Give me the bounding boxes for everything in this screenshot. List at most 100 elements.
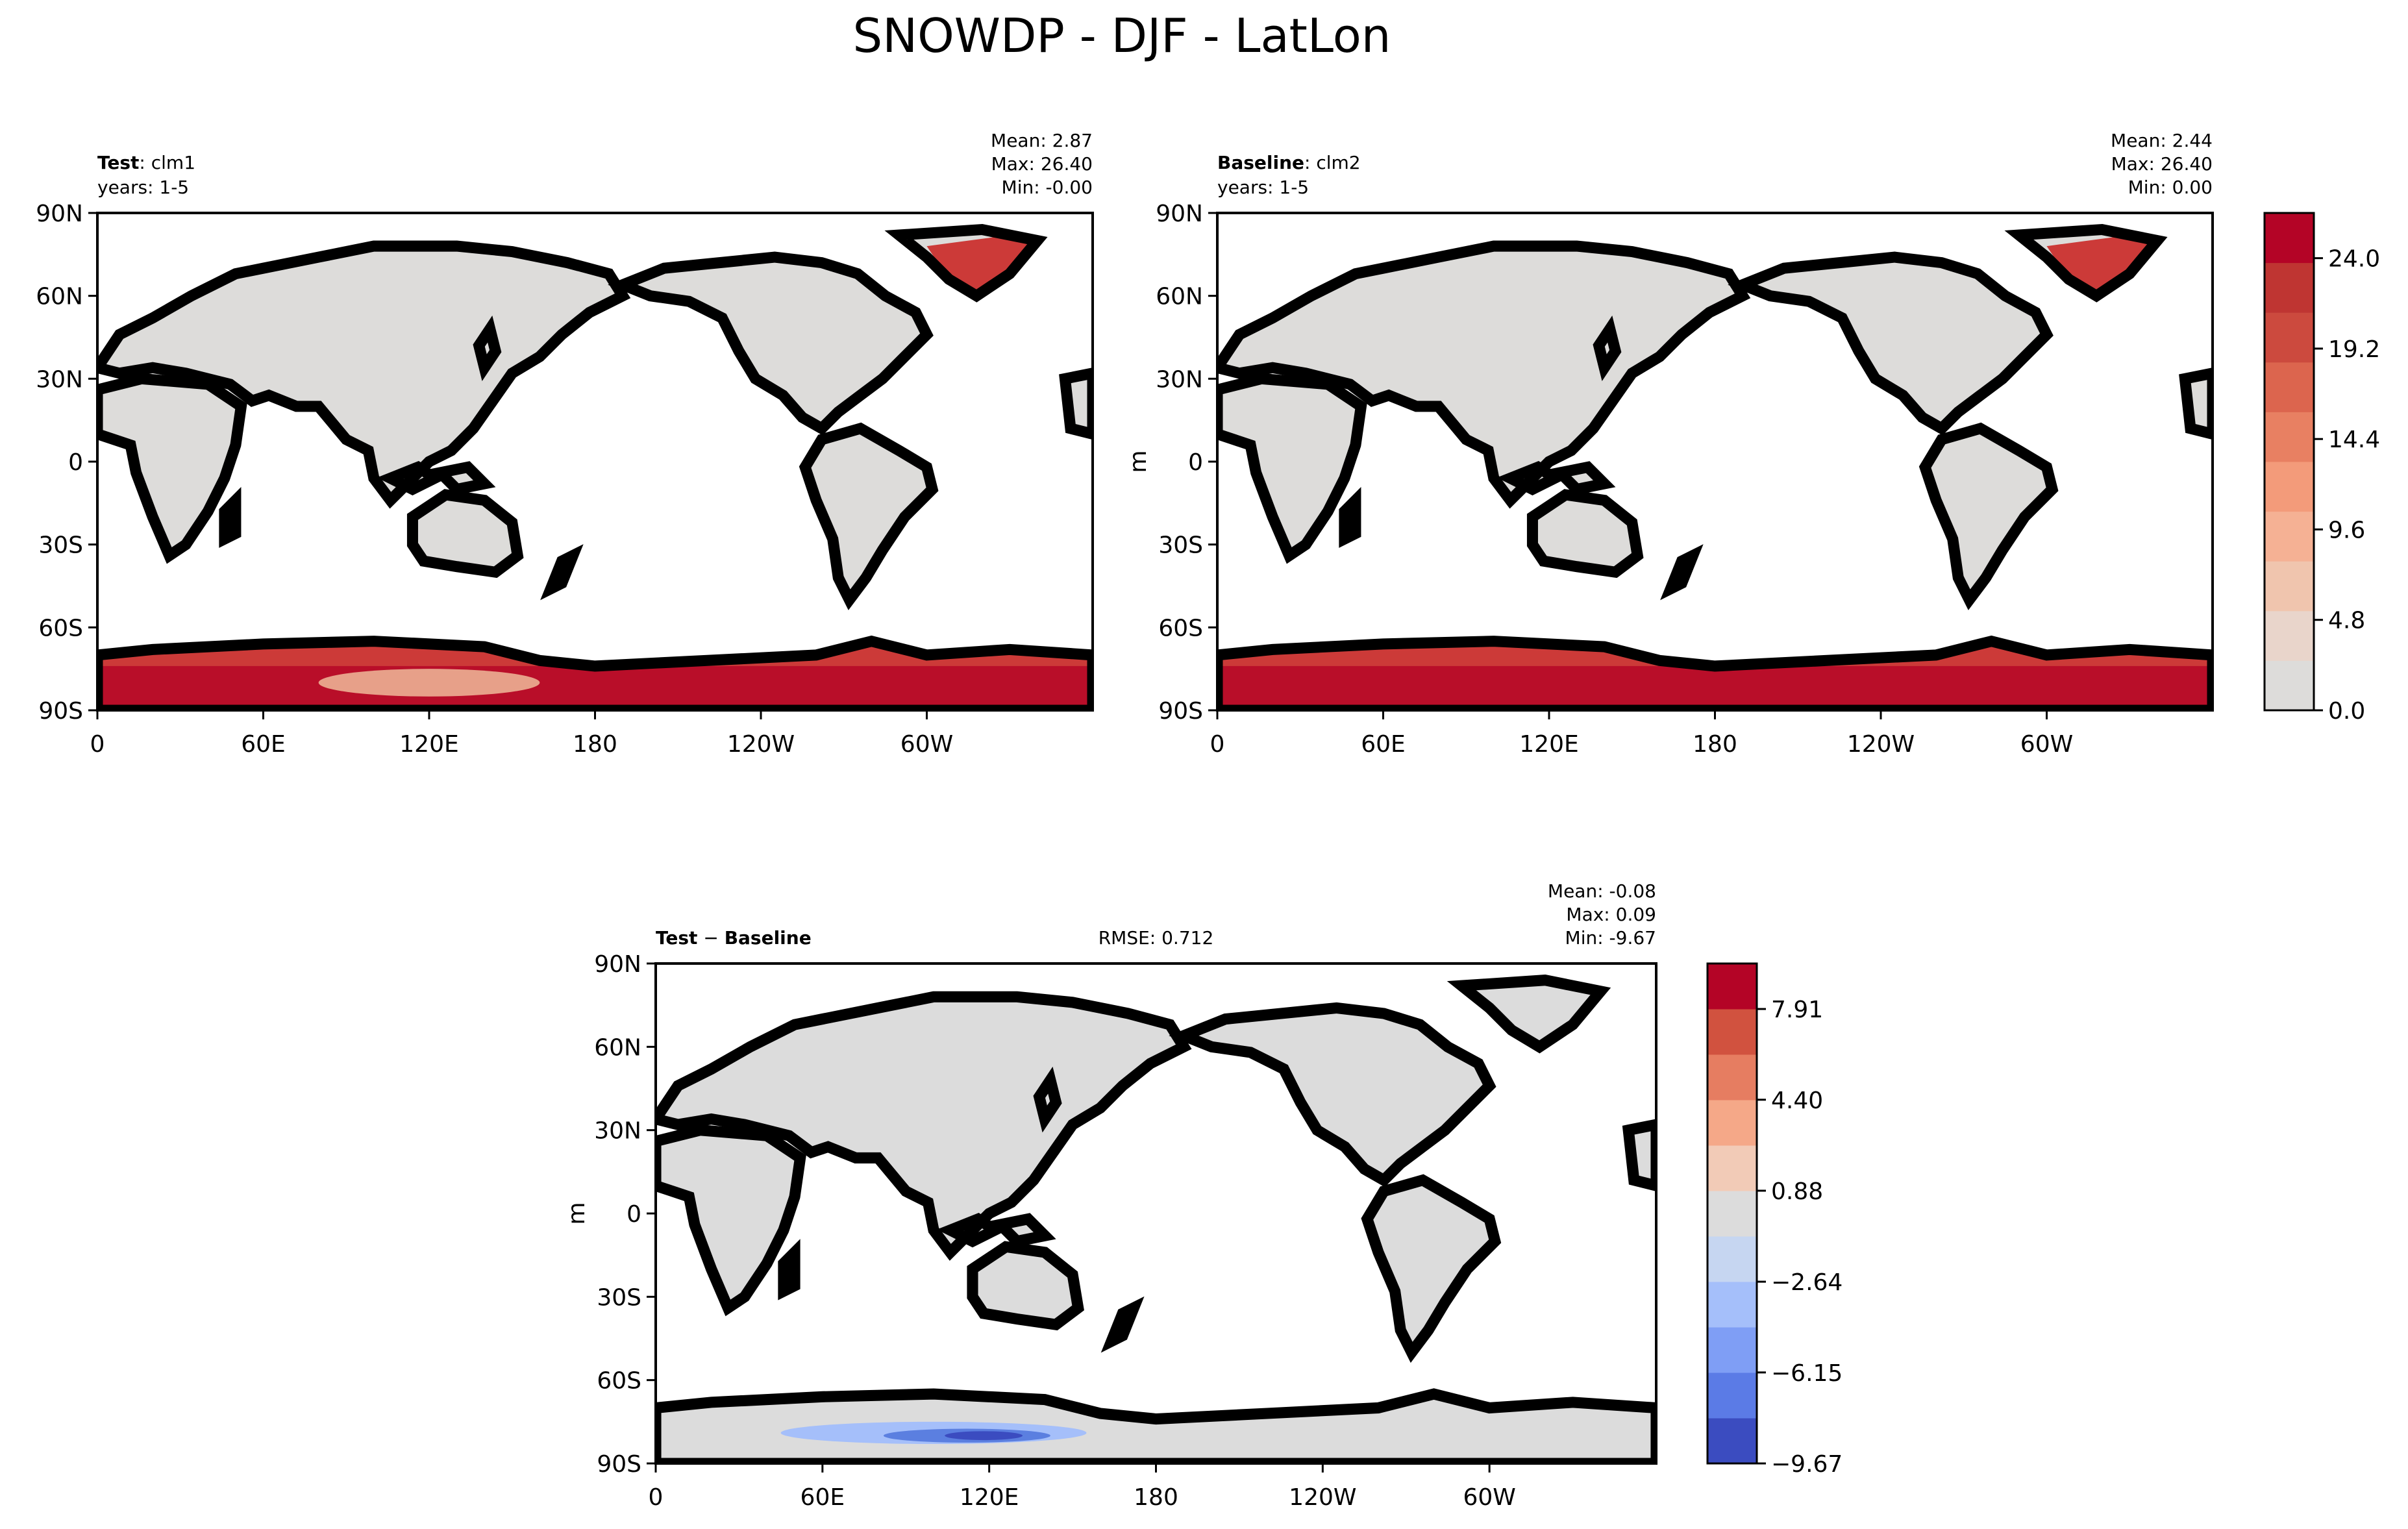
map-panel-baseline: 0 60E 120E 180 120W 60W 90N 60N 30N 0 30S 60S 90S Bas… — [1125, 130, 2214, 758]
colorbar-tick-label: 9.6 — [2328, 517, 2365, 543]
x-tick-label: 180 — [1693, 731, 1737, 758]
colorbar-tick-label: 0.0 — [2328, 698, 2365, 725]
y-tick-label: 30S — [597, 1284, 641, 1311]
y-tick-label: 90N — [36, 201, 83, 227]
y-tick-label: 30N — [36, 366, 83, 393]
colorbar-tick-label: 24.0 — [2328, 246, 2380, 273]
panel-label: Test − Baseline — [656, 927, 812, 949]
y-tick-label: 60N — [594, 1034, 641, 1061]
colorbar-band — [2265, 362, 2314, 412]
stat-line: Mean: -0.08 — [1548, 880, 1656, 902]
colorbar-band — [2265, 660, 2314, 711]
stat-line: Mean: 2.44 — [2111, 130, 2213, 151]
antarctic-snow-deep — [97, 665, 1093, 710]
x-tick-label: 120W — [1847, 731, 1915, 758]
panel-years: years: 1-5 — [97, 177, 189, 198]
y-tick-label: 0 — [627, 1201, 641, 1228]
stat-line: Max: 26.40 — [991, 153, 1093, 175]
colorbar-band — [1707, 1009, 1757, 1055]
panel-label-bold: Test — [656, 927, 697, 949]
y-tick-label: 90N — [1156, 201, 1203, 227]
y-tick-label: 60N — [1156, 284, 1203, 310]
colorbar-tick-label: 4.40 — [1771, 1088, 1823, 1114]
rmse-text: RMSE: 0.712 — [1098, 927, 1214, 949]
colorbar-band — [2265, 312, 2314, 363]
colorbar-band — [2265, 412, 2314, 462]
x-tick-label: 180 — [1134, 1484, 1178, 1511]
y-tick-label: 0 — [68, 449, 83, 476]
colorbar-band — [1707, 1236, 1757, 1282]
antarctic-shallow-snow — [318, 669, 540, 697]
antarctic-snow-deep — [1217, 665, 2213, 710]
y-tick-label: 90S — [597, 1451, 641, 1478]
y-tick-label: 0 — [1188, 449, 1203, 476]
colorbar-tick-label: 14.4 — [2328, 427, 2380, 453]
colorbar-band — [1707, 963, 1757, 1010]
stat-line: Max: 26.40 — [2111, 153, 2213, 175]
colorbar-band — [1707, 1145, 1757, 1191]
panel-label-rest: : clm1 — [139, 152, 195, 173]
x-tick-label: 60E — [801, 1484, 845, 1511]
x-tick-label: 120E — [960, 1484, 1019, 1511]
x-tick-label: 60W — [2020, 731, 2073, 758]
colorbar-band — [1707, 1282, 1757, 1328]
x-tick-label: 120E — [399, 731, 458, 758]
colorbar-band — [1707, 1327, 1757, 1373]
y-tick-label: 60S — [1158, 615, 1203, 641]
stat-line: Min: -0.00 — [1002, 177, 1093, 198]
colorbar-band — [2265, 561, 2314, 612]
colorbar-band — [2265, 213, 2314, 264]
y-tick-label: 30N — [594, 1118, 641, 1145]
x-tick-label: 0 — [1210, 731, 1225, 758]
colorbar-band — [2265, 511, 2314, 562]
x-tick-label: 60W — [900, 731, 953, 758]
colorbar-band — [1707, 1054, 1757, 1100]
colorbar-tick-label: −2.64 — [1771, 1269, 1843, 1296]
colorbar-tick-label: 4.8 — [2328, 608, 2365, 634]
x-tick-label: 120W — [1289, 1484, 1356, 1511]
stat-line: Min: -9.67 — [1565, 927, 1656, 949]
antarctic-difference-max — [945, 1431, 1023, 1441]
panel-label-sep: − — [697, 927, 724, 949]
y-axis-label: m — [1125, 450, 1152, 473]
stat-line: Max: 0.09 — [1566, 904, 1656, 925]
panel-label-rest: : clm2 — [1304, 152, 1361, 173]
stat-line: Min: 0.00 — [2128, 177, 2213, 198]
colorbar-band — [1707, 1100, 1757, 1146]
x-tick-label: 120E — [1519, 731, 1578, 758]
x-tick-label: 60E — [241, 731, 286, 758]
colorbar-tick-label: −6.15 — [1771, 1360, 1843, 1387]
y-axis-label: m — [564, 1202, 590, 1224]
panel-label: Test: clm1 — [97, 152, 195, 173]
panel-label-bold2: Baseline — [725, 927, 812, 949]
map-area — [656, 963, 1656, 1463]
colorbar-top: 24.0 19.2 14.4 9.6 4.8 0.0 — [2263, 212, 2380, 725]
stat-line: Mean: 2.87 — [991, 130, 1093, 151]
x-tick-label: 0 — [90, 731, 105, 758]
y-tick-label: 90S — [38, 698, 83, 725]
panel-years: years: 1-5 — [1217, 177, 1309, 198]
colorbar-tick-label: −9.67 — [1771, 1451, 1843, 1478]
colorbar-frame — [1706, 962, 1758, 1465]
x-tick-label: 0 — [649, 1484, 664, 1511]
colorbar-band — [2265, 262, 2314, 313]
y-tick-label: 90N — [594, 951, 641, 978]
colorbar-tick-label: 19.2 — [2328, 336, 2380, 363]
x-tick-label: 60E — [1361, 731, 1406, 758]
colorbar-frame — [2263, 212, 2315, 712]
colorbar-tick-label: 0.88 — [1771, 1178, 1823, 1205]
y-tick-label: 60N — [36, 284, 83, 310]
panel-label: Baseline: clm2 — [1217, 152, 1361, 173]
map-panel-test: 0 60E 120E 180 120W 60W 90N 60N 30N 0 30S 60S 90S Tes… — [36, 130, 1094, 758]
colorbar-band — [1707, 1373, 1757, 1419]
figure-title: SNOWDP - DJF - LatLon — [853, 8, 1391, 63]
x-tick-label: 120W — [727, 731, 795, 758]
y-tick-label: 60S — [597, 1368, 641, 1395]
y-tick-label: 30S — [1158, 532, 1203, 559]
colorbar-tick-label: 7.91 — [1771, 997, 1823, 1023]
colorbar-band — [2265, 462, 2314, 512]
map-area — [1217, 213, 2213, 710]
y-tick-label: 60S — [38, 615, 83, 641]
colorbar-band — [1707, 1191, 1757, 1237]
